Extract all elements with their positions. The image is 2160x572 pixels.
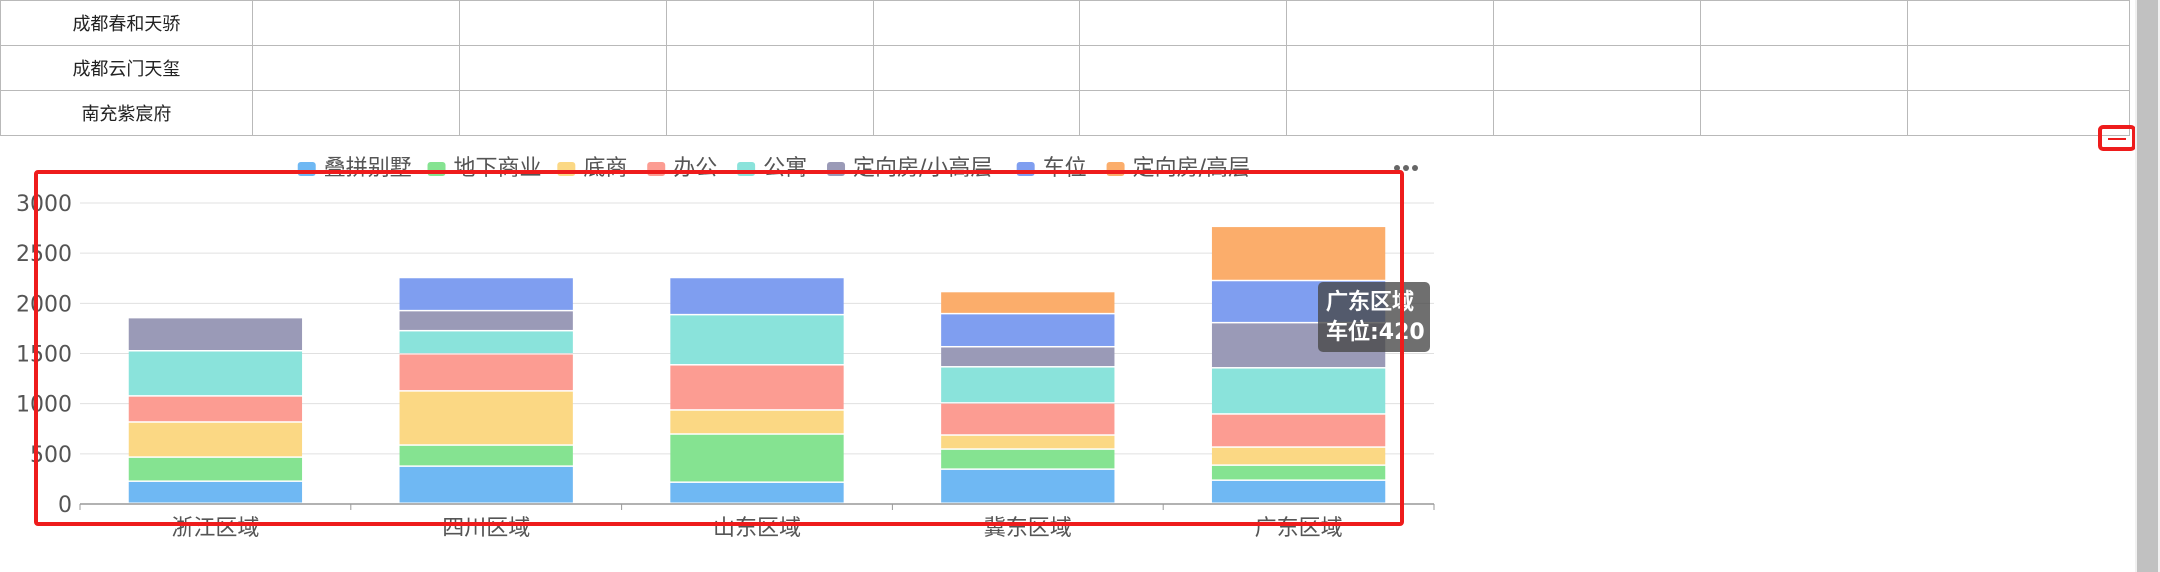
bar-segment[interactable] (1211, 227, 1386, 280)
empty-cell (1079, 0, 1288, 46)
empty-cell (1493, 0, 1702, 46)
empty-cell (1700, 90, 1908, 136)
legend-label: 定向房/高层 (1133, 156, 1250, 181)
empty-cell (458, 45, 667, 91)
empty-cell (1907, 0, 2130, 46)
legend-item[interactable]: 底商 (557, 156, 627, 181)
x-tick-label: 冀东区域 (984, 516, 1072, 541)
empty-cell (665, 45, 874, 91)
legend-item[interactable]: 定向房/高层 (1106, 156, 1250, 181)
bar-segment[interactable] (670, 278, 844, 314)
empty-cell (1286, 0, 1495, 46)
chart-highlight-box (34, 170, 1404, 526)
empty-cell (872, 0, 1081, 46)
data-table: 成都春和天骄 成都云门天玺 南充紫宸府 (0, 0, 2130, 136)
y-tick-label: 1500 (16, 343, 72, 368)
bar-segment[interactable] (399, 278, 573, 310)
bar-segment[interactable] (399, 354, 573, 391)
x-tick-label: 广东区域 (1255, 516, 1343, 541)
empty-cell (251, 0, 460, 46)
empty-cell (1700, 0, 1908, 46)
legend-label: 办公 (673, 156, 717, 181)
tooltip-line: 车位:420 (1326, 320, 1425, 345)
table-row: 成都春和天骄 (0, 0, 2130, 46)
bar-segment[interactable] (941, 367, 1115, 403)
bar-segment[interactable] (399, 445, 573, 466)
x-tick-label: 浙江区域 (171, 516, 259, 541)
table-row: 成都云门天玺 (0, 45, 2130, 91)
empty-cell (1079, 90, 1288, 136)
empty-cell (458, 90, 667, 136)
legend-label: 地下商业 (454, 156, 542, 181)
bar-segment[interactable] (670, 365, 844, 410)
y-tick-label: 1000 (16, 393, 72, 418)
bar-segment[interactable] (941, 449, 1115, 469)
bar-segment[interactable] (1211, 447, 1386, 465)
bar-segment[interactable] (399, 466, 573, 503)
bar-segment[interactable] (399, 391, 573, 445)
tooltip-title: 广东区域 (1326, 290, 1415, 315)
y-tick-label: 0 (58, 493, 72, 518)
legend-label: 车位 (1043, 156, 1087, 181)
scrollbar-thumb[interactable] (2137, 0, 2158, 572)
row-name-cell: 成都云门天玺 (0, 45, 253, 91)
bar-segment[interactable] (128, 318, 303, 350)
row-name-cell: 成都春和天骄 (0, 0, 253, 46)
bar-segment[interactable] (670, 315, 844, 365)
legend-label: 公寓 (763, 156, 807, 181)
empty-cell (872, 90, 1081, 136)
x-tick-label: 山东区域 (713, 516, 801, 541)
bar-segment[interactable] (128, 351, 303, 396)
bar-segment[interactable] (941, 469, 1115, 503)
bar-segment[interactable] (941, 292, 1115, 313)
empty-cell (1079, 45, 1288, 91)
y-tick-label: 2500 (16, 242, 72, 267)
y-tick-label: 2000 (16, 292, 72, 317)
empty-cell (1907, 45, 2130, 91)
table-row: 南充紫宸府 (0, 90, 2130, 136)
bar-segment[interactable] (941, 435, 1115, 449)
y-tick-label: 3000 (16, 192, 72, 217)
bar-segment[interactable] (941, 347, 1115, 367)
bar-segment[interactable] (1211, 368, 1386, 414)
empty-cell (872, 45, 1081, 91)
empty-cell (1286, 90, 1495, 136)
chart-legend[interactable]: 叠拼别墅 地下商业 底商 办公 公寓 定向房/小高层 车位 定向房/高层 (297, 156, 1250, 181)
bar-segment[interactable] (670, 434, 844, 482)
bar-segment[interactable] (128, 481, 303, 503)
bar-segment[interactable] (670, 410, 844, 434)
empty-cell (1493, 45, 1702, 91)
more-icon[interactable] (1394, 165, 1418, 171)
empty-cell (1286, 45, 1495, 91)
legend-label: 叠拼别墅 (324, 156, 412, 181)
row-name-cell: 南充紫宸府 (0, 90, 253, 136)
bar-segment[interactable] (941, 314, 1115, 346)
chart-tooltip: 广东区域 车位:420 (1318, 282, 1430, 352)
empty-cell (458, 0, 667, 46)
x-axis: 浙江区域 四川区域 山东区域 冀东区域 广东区域 (79, 504, 1435, 541)
bar-segment[interactable] (941, 403, 1115, 435)
empty-cell (251, 90, 460, 136)
empty-cell (1907, 90, 2130, 136)
bar-segment[interactable] (399, 311, 573, 330)
region-table: 成都春和天骄 成都云门天玺 南充紫宸府 (0, 0, 2130, 136)
bar-segment[interactable] (399, 331, 573, 354)
empty-cell (1700, 45, 1908, 91)
legend-label: 定向房/小高层 (853, 156, 992, 181)
bar-segment[interactable] (670, 482, 844, 503)
empty-cell (1493, 90, 1702, 136)
collapse-button-highlight[interactable] (2098, 125, 2136, 151)
empty-cell (665, 0, 874, 46)
bar-segment[interactable] (1211, 465, 1386, 480)
legend-label: 底商 (583, 156, 627, 181)
bar-segment[interactable] (1211, 414, 1386, 447)
empty-cell (251, 45, 460, 91)
bar-segment[interactable] (128, 457, 303, 481)
x-tick-label: 四川区域 (442, 516, 530, 541)
empty-cell (665, 90, 874, 136)
bar-segment[interactable] (1211, 480, 1386, 503)
bar-segment[interactable] (128, 396, 303, 422)
bar-segment[interactable] (128, 422, 303, 457)
